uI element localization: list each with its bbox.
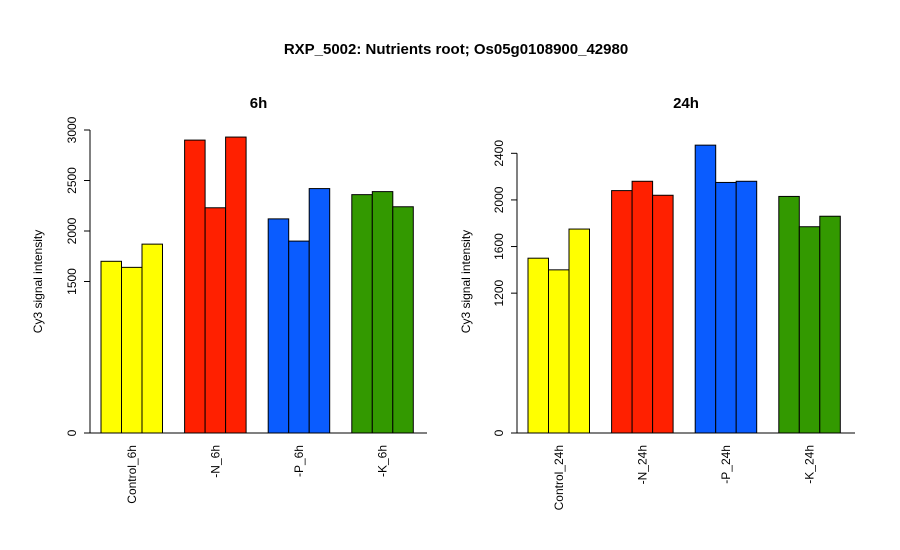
- bar: [371, 191, 394, 434]
- bar: [392, 206, 414, 434]
- y-tick-label: 2400: [492, 140, 506, 167]
- bar: [351, 194, 373, 434]
- bar: [204, 207, 227, 434]
- y-tick-label: 1600: [492, 233, 506, 260]
- x-tick-label: Control_6h: [125, 445, 139, 504]
- y-tick-label: 1200: [492, 279, 506, 306]
- y-axis-label: Cy3 signal intensity: [31, 230, 45, 333]
- y-tick-label: 1500: [65, 268, 79, 295]
- bar: [694, 144, 717, 434]
- y-tick-label: 3000: [65, 116, 79, 143]
- bar: [225, 136, 247, 434]
- bar: [527, 257, 549, 434]
- x-tick-label: -N_6h: [208, 445, 222, 478]
- bar: [100, 260, 122, 434]
- bar: [121, 266, 143, 434]
- bar: [715, 181, 737, 434]
- x-tick-label: -K_24h: [803, 445, 817, 484]
- panel-title: 24h: [673, 95, 699, 112]
- bar: [288, 240, 310, 434]
- bar: [735, 180, 758, 434]
- y-tick-label: 2000: [65, 217, 79, 244]
- figure-title: RXP_5002: Nutrients root; Os05g0108900_4…: [284, 41, 628, 58]
- bar: [568, 228, 590, 434]
- bar: [267, 218, 290, 434]
- bar: [141, 243, 163, 434]
- bar: [611, 190, 633, 434]
- y-tick-label: 0: [65, 429, 79, 436]
- x-tick-label: Control_24h: [552, 445, 566, 510]
- y-tick-label: 2500: [65, 167, 79, 194]
- bar: [819, 215, 841, 434]
- bar: [184, 139, 206, 434]
- x-tick-label: -N_24h: [635, 445, 649, 484]
- x-tick-label: -K_6h: [376, 445, 390, 477]
- y-tick-label: 0: [492, 429, 506, 436]
- bar: [778, 195, 800, 434]
- x-tick-label: -P_24h: [719, 445, 733, 484]
- panel-title: 6h: [250, 95, 268, 112]
- y-axis-label: Cy3 signal intensity: [459, 230, 473, 333]
- bar: [548, 269, 570, 434]
- bar: [308, 188, 331, 434]
- bar: [798, 226, 821, 434]
- bar: [631, 180, 654, 434]
- y-tick-label: 2000: [492, 186, 506, 213]
- x-tick-label: -P_6h: [292, 445, 306, 477]
- bar: [652, 194, 674, 434]
